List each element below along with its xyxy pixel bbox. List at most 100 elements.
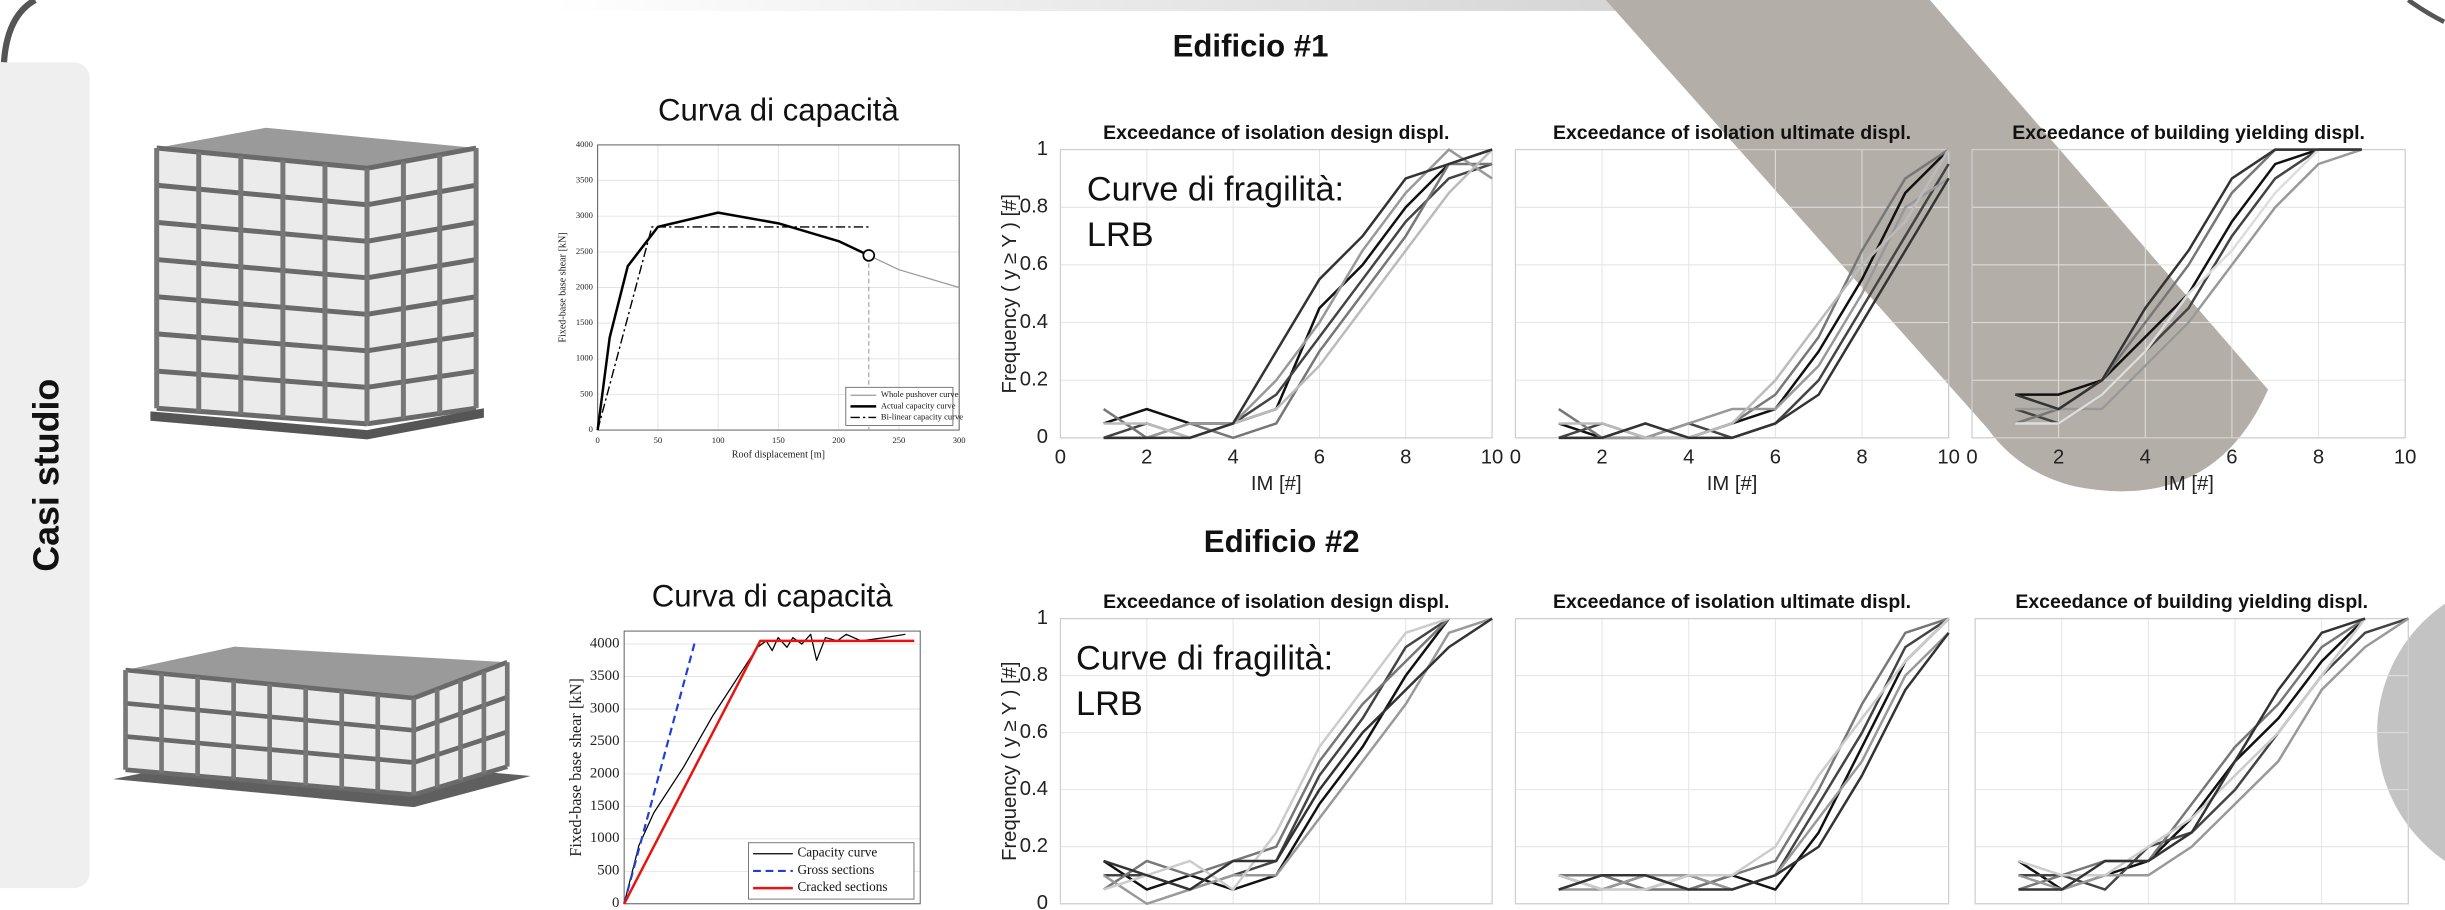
annotation: LRB bbox=[1087, 216, 1154, 254]
building-beam bbox=[366, 368, 477, 390]
series-line bbox=[1558, 631, 1950, 891]
y-tick-label: 0.8 bbox=[1020, 196, 1048, 218]
y-tick-label: 0.2 bbox=[1020, 835, 1048, 857]
x-tick-label: 6 bbox=[1770, 446, 1781, 468]
series-line bbox=[2014, 148, 2362, 411]
side-label: Casi studio bbox=[27, 379, 67, 572]
y-axis-label: Frequency ( y ≥ Y ) [#] bbox=[999, 661, 1021, 860]
y-tick-label: 1000 bbox=[590, 830, 620, 846]
chart-title: Exceedance of isolation ultimate displ. bbox=[1553, 122, 1911, 144]
annotation: LRB bbox=[1076, 685, 1143, 723]
x-axis-label: IM [#] bbox=[1707, 473, 1758, 495]
y-tick-label: 0 bbox=[612, 895, 619, 910]
x-tick-label: 8 bbox=[2313, 446, 2324, 468]
x-axis-label: IM [#] bbox=[1251, 473, 1302, 495]
building-beam bbox=[366, 257, 477, 281]
series-line bbox=[2018, 617, 2409, 891]
series-line bbox=[2018, 617, 2409, 891]
series-line bbox=[1558, 617, 1950, 891]
building-beam bbox=[366, 182, 477, 208]
building-beam bbox=[156, 331, 368, 354]
legend-label: Actual capacity curve bbox=[881, 400, 956, 410]
legend-label: Bi-linear capacity curve bbox=[881, 411, 963, 421]
y-tick-label: 2000 bbox=[590, 765, 620, 781]
chart-title: Exceedance of building yielding displ. bbox=[2012, 122, 2365, 144]
building-beam bbox=[156, 182, 368, 208]
y-tick-label: 4000 bbox=[590, 635, 620, 651]
building-beam bbox=[156, 219, 368, 244]
building-face bbox=[156, 148, 368, 424]
x-tick-label: 2 bbox=[1596, 446, 1607, 468]
building-roof bbox=[156, 127, 477, 169]
legend-label: Capacity curve bbox=[797, 845, 877, 860]
series-line bbox=[2018, 617, 2366, 877]
building-beam bbox=[366, 145, 477, 171]
series-line bbox=[1102, 617, 1450, 891]
x-tick-label: 8 bbox=[1856, 446, 1867, 468]
x-tick-label: 10 bbox=[1937, 446, 1960, 468]
building-face bbox=[367, 148, 477, 424]
buildings bbox=[113, 127, 531, 808]
y-tick-label: 1500 bbox=[576, 317, 593, 327]
x-tick-label: 200 bbox=[832, 435, 845, 445]
series-line bbox=[1558, 177, 1950, 440]
series-line bbox=[1558, 617, 1950, 891]
section-heading: Edificio #1 bbox=[1173, 29, 1329, 64]
y-tick-label: 0.6 bbox=[1020, 253, 1048, 275]
top-bar bbox=[554, 0, 1926, 11]
y-tick-label: 0.2 bbox=[1020, 369, 1048, 391]
y-tick-label: 3000 bbox=[590, 700, 620, 716]
building-beam bbox=[156, 294, 368, 317]
y-tick-label: 2500 bbox=[576, 246, 593, 256]
series-line bbox=[1103, 617, 1450, 891]
building-beam bbox=[156, 405, 368, 427]
y-tick-label: 2500 bbox=[590, 733, 620, 749]
plot-frame bbox=[1974, 617, 2409, 905]
chart-title: Curva di capacità bbox=[652, 579, 893, 614]
series-line bbox=[596, 226, 869, 431]
series-line bbox=[1103, 148, 1493, 440]
x-axis-label: IM [#] bbox=[2163, 473, 2214, 495]
plot-frame bbox=[1971, 148, 2406, 439]
y-tick-label: 0.4 bbox=[1020, 311, 1048, 333]
chart: 0 500 1000 1500 2000 2500 3000 3500 4000 0 50 100 15… bbox=[558, 92, 966, 460]
series-line bbox=[1558, 632, 1950, 891]
x-tick-label: 100 bbox=[712, 435, 725, 445]
x-tick-label: 0 bbox=[1966, 446, 1977, 468]
series-line bbox=[623, 633, 906, 904]
x-tick-label: 300 bbox=[953, 435, 966, 445]
chart-title: Exceedance of isolation design displ. bbox=[1103, 122, 1449, 144]
x-tick-label: 4 bbox=[1227, 446, 1238, 468]
y-tick-label: 3500 bbox=[576, 175, 593, 185]
y-axis-label: Frequency ( y ≥ Y ) [#] bbox=[999, 194, 1021, 393]
series-line bbox=[623, 639, 915, 905]
chart-title: Exceedance of isolation design displ. bbox=[1103, 591, 1449, 613]
y-tick-label: 1 bbox=[1037, 138, 1048, 160]
y-tick-label: 0.8 bbox=[1020, 664, 1048, 686]
decor-circle bbox=[2377, 603, 2445, 861]
y-tick-label: 0.6 bbox=[1020, 721, 1048, 743]
building-beam bbox=[156, 145, 368, 171]
x-axis-label: Roof displacement [m] bbox=[732, 449, 825, 460]
y-tick-label: 0 bbox=[1037, 892, 1048, 910]
x-tick-label: 2 bbox=[2053, 446, 2064, 468]
series-line bbox=[1558, 177, 1950, 440]
legend-box bbox=[748, 842, 915, 900]
building-beam bbox=[366, 331, 477, 354]
chart: Exceedance of isolation ultimate displ. bbox=[1514, 591, 1950, 905]
series-line bbox=[623, 640, 697, 905]
x-tick-label: 6 bbox=[1314, 446, 1325, 468]
y-tick-label: 3000 bbox=[576, 210, 593, 220]
legend-label: Gross sections bbox=[797, 862, 874, 877]
x-tick-label: 4 bbox=[1683, 446, 1694, 468]
chart: 0 2 4 6 8 10 Exceedance of isolation ultimate … bbox=[1510, 122, 1960, 495]
building-roof bbox=[125, 646, 508, 699]
plot-frame bbox=[1059, 617, 1493, 905]
building-beam bbox=[366, 405, 477, 427]
legend-label: Whole pushover curve bbox=[881, 389, 959, 399]
y-axis-label: Fixed-base base shear [kN] bbox=[566, 678, 585, 857]
y-axis-label: Fixed-base base shear [kN] bbox=[558, 232, 569, 342]
